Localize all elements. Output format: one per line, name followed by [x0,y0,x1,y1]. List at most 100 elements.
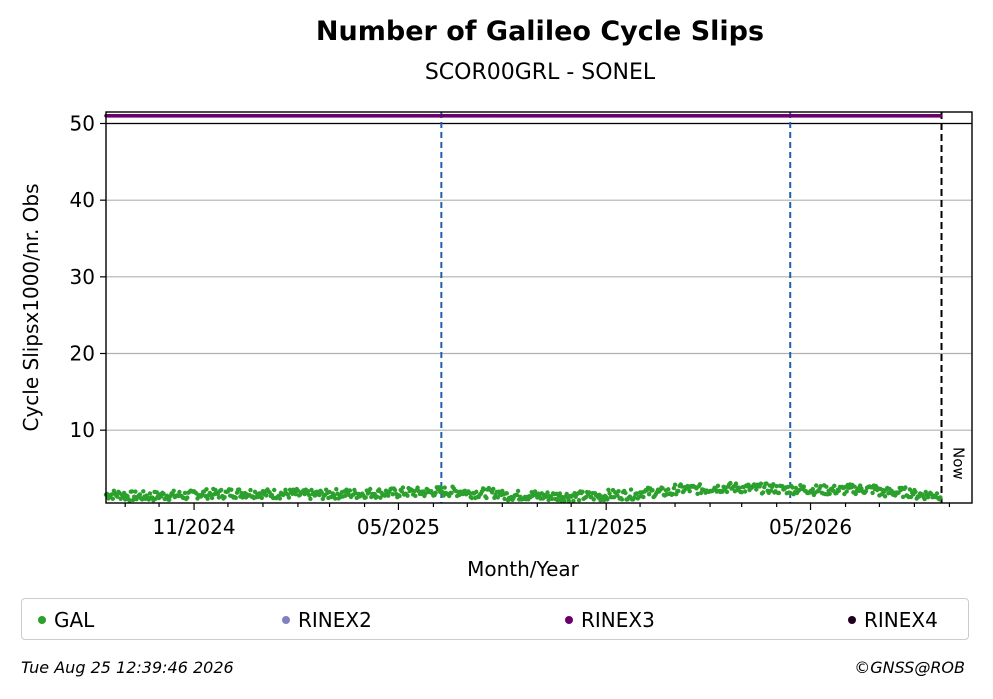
gal-point-364 [514,492,520,498]
gal-point-233 [366,490,372,495]
gal-point-283 [423,491,428,496]
gal-point-26 [133,489,138,494]
gal-point-216 [347,488,353,493]
gal-point-185 [312,493,318,498]
y-tick-label-10: 10 [70,418,95,442]
gal-point-503 [671,485,677,491]
gal-point-128 [248,487,253,493]
x-tick-label-05/2025: 05/2025 [357,515,440,539]
gal-point-30 [137,492,143,497]
gal-point-428 [587,490,592,495]
legend-label-rinex3: RINEX3 [581,608,655,632]
gal-point-504 [672,482,678,487]
grid-lines [106,122,972,431]
gal-point-60 [171,488,176,493]
gal-point-198 [327,489,332,495]
gal-point-203 [333,496,338,501]
gal-point-422 [580,489,585,494]
legend-marker-rinex3 [565,616,573,624]
gal-point-70 [182,490,188,496]
gal-point-250 [386,493,391,498]
gal-point-392 [546,497,551,503]
gal-point-481 [646,492,652,497]
legend-item-rinex2: RINEX2 [282,608,372,632]
gal-point-191 [319,490,324,495]
gal-point-100 [216,495,222,500]
y-axis-label: Cycle Slipsx1000/nr. Obs [19,183,43,431]
plot-area: 10 20 30 40 50 Now 11/2024 05/2025 11/2025 05/202… [19,111,973,581]
data-points [103,114,943,504]
gal-point-90 [205,496,210,501]
gal-point-524 [695,491,700,496]
gal-point-566 [742,489,748,494]
gal-point-690 [882,494,888,499]
gal-point-353 [502,496,507,502]
gal-point-493 [660,486,665,491]
gal-point-618 [801,484,806,489]
gal-point-563 [739,490,744,495]
gal-point-94 [209,495,215,501]
gal-point-256 [392,487,398,493]
gal-point-51 [161,491,166,496]
footer-timestamp: Tue Aug 25 12:39:46 2026 [21,658,234,677]
gal-point-267 [405,493,410,498]
gal-point-717 [913,489,918,495]
y-tick-label-40: 40 [70,188,95,212]
gal-point-679 [870,490,875,496]
gal-point-638 [824,484,829,489]
gal-point-274 [413,493,418,499]
gal-point-410 [566,498,572,503]
gal-point-365 [515,488,521,494]
y-tick-label-20: 20 [70,342,95,366]
now-label: Now [950,447,968,480]
gal-point-254 [390,492,395,497]
gal-point-706 [900,494,906,500]
gal-point-606 [788,490,793,496]
legend: GAL RINEX2 RINEX3 RINEX4 [21,598,969,640]
gal-point-45 [154,490,159,495]
gal-point-608 [790,485,795,490]
gal-point-576 [754,487,759,492]
gal-point-591 [771,482,776,487]
gal-point-615 [798,483,803,488]
gal-point-154 [277,496,283,501]
gal-point-561 [737,485,742,490]
gal-point-230 [363,495,368,500]
gal-point-460 [623,490,628,496]
legend-item-rinex3: RINEX3 [565,608,655,632]
gal-point-162 [286,495,292,500]
x-tick-label-11/2024: 11/2024 [153,515,236,539]
x-axis-label: Month/Year [467,557,580,581]
gal-point-5 [109,492,114,497]
gal-point-649 [836,488,841,493]
gal-point-54 [164,493,170,498]
gal-point-553 [728,480,733,486]
legend-marker-rinex2 [282,616,290,624]
gal-point-260 [397,493,402,499]
gal-point-502 [670,491,675,497]
gal-point-445 [606,487,611,492]
gal-point-355 [504,491,509,496]
gal-point-297 [439,485,444,491]
legend-marker-rinex4 [848,616,856,624]
gal-point-432 [591,497,596,502]
gal-point-400 [555,497,560,503]
gal-point-585 [764,481,769,486]
gal-point-182 [309,487,314,493]
gal-point-542 [715,483,721,488]
gal-point-179 [305,489,311,494]
legend-label-rinex2: RINEX2 [298,608,372,632]
gal-point-476 [641,494,646,500]
gal-point-105 [222,495,227,500]
gal-point-454 [616,489,621,494]
gal-point-736 [934,491,940,496]
gal-point-465 [628,487,634,492]
gal-point-142 [264,493,269,498]
gal-point-468 [632,495,637,500]
gal-point-23 [129,489,135,494]
gal-point-507 [676,488,681,494]
gal-point-180 [307,493,312,498]
x-tick-label-11/2025: 11/2025 [565,515,648,539]
gal-point-558 [733,481,739,486]
gal-point-65 [177,489,182,495]
